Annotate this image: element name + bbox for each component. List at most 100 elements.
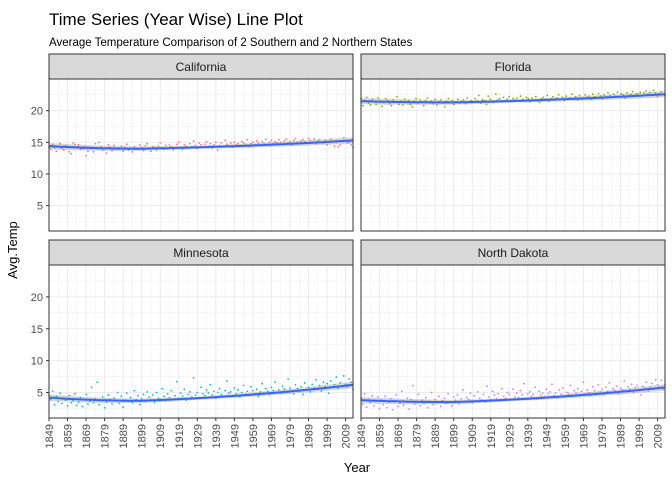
data-point: [377, 97, 379, 99]
data-point: [443, 105, 446, 108]
data-point: [77, 143, 80, 146]
data-point: [609, 94, 611, 97]
data-point: [66, 404, 69, 407]
data-point: [460, 397, 462, 400]
facet-strip: [360, 53, 666, 80]
data-point: [190, 396, 193, 398]
data-point: [118, 402, 121, 405]
x-tick-label: 1939: [211, 424, 223, 448]
data-point: [580, 390, 583, 393]
data-point: [92, 401, 95, 404]
data-point: [233, 141, 236, 144]
data-point: [307, 137, 310, 140]
data-point: [307, 386, 310, 389]
data-point: [575, 392, 577, 395]
data-point: [72, 399, 74, 402]
data-point: [68, 394, 71, 397]
x-tick-label: 1889: [430, 424, 442, 448]
data-point: [94, 142, 97, 145]
data-point: [53, 147, 56, 149]
data-point: [302, 393, 304, 396]
data-point: [328, 392, 330, 395]
x-tick-label: 1879: [412, 424, 424, 448]
data-point: [283, 140, 286, 142]
data-point: [452, 396, 455, 398]
data-point: [55, 395, 58, 398]
panel-background: [49, 265, 353, 418]
data-point: [612, 387, 614, 390]
data-point: [242, 142, 245, 144]
data-point: [281, 385, 284, 388]
data-point: [513, 396, 516, 398]
data-point: [220, 393, 223, 396]
data-point: [508, 95, 511, 98]
x-tick-label: 1979: [285, 424, 297, 448]
data-point: [497, 392, 500, 395]
data-point: [447, 97, 450, 100]
data-point: [464, 102, 467, 105]
data-point: [424, 396, 427, 399]
data-point: [453, 103, 455, 106]
data-point: [555, 97, 558, 99]
facet-strip: [48, 239, 354, 266]
data-point: [542, 96, 545, 99]
data-point: [400, 390, 403, 393]
y-tick-label: 15: [31, 137, 43, 149]
data-point: [407, 99, 410, 102]
data-point: [578, 94, 581, 97]
data-point: [504, 397, 507, 400]
data-point: [49, 148, 52, 151]
data-point: [391, 408, 394, 411]
data-point: [240, 391, 243, 394]
data-point: [656, 383, 659, 386]
data-point: [599, 390, 602, 393]
data-point: [627, 385, 629, 388]
data-point: [174, 394, 176, 397]
data-point: [546, 94, 549, 97]
data-point: [489, 98, 492, 101]
data-point: [172, 149, 175, 151]
data-point: [456, 394, 459, 396]
data-point: [107, 394, 110, 396]
data-point: [229, 390, 232, 393]
data-point: [487, 95, 490, 97]
data-point: [467, 398, 470, 401]
x-tick-label: 1959: [248, 424, 260, 448]
data-point: [562, 387, 564, 389]
data-point: [369, 401, 372, 404]
data-point: [465, 396, 468, 399]
data-point: [333, 145, 336, 148]
data-point: [623, 380, 626, 382]
data-point: [270, 139, 273, 142]
x-tick-label: 2009: [653, 424, 665, 448]
data-point: [163, 395, 165, 398]
panel-border: [360, 264, 666, 419]
x-tick-label: 1849: [356, 424, 368, 448]
data-point: [591, 385, 594, 388]
data-point: [616, 91, 619, 94]
data-point: [639, 91, 642, 94]
data-point: [92, 150, 95, 153]
data-point: [111, 403, 113, 405]
data-point: [168, 143, 171, 146]
data-point: [528, 390, 531, 393]
data-point: [181, 148, 184, 151]
data-point: [250, 142, 252, 145]
data-point: [209, 383, 212, 386]
data-point: [79, 396, 82, 399]
data-point: [403, 98, 406, 101]
data-point: [375, 103, 378, 106]
x-tick-label: 1969: [266, 424, 278, 448]
data-point: [51, 390, 54, 393]
data-point: [98, 141, 100, 144]
trend-band: [361, 91, 665, 105]
data-point: [289, 140, 291, 143]
data-point: [432, 403, 435, 406]
x-tick-label: 1999: [634, 424, 646, 448]
data-point: [395, 394, 398, 396]
chart-subtitle: Average Temperature Comparison of 2 Sout…: [49, 37, 413, 49]
data-point: [201, 392, 204, 395]
data-point: [233, 387, 236, 389]
data-point: [112, 397, 115, 400]
